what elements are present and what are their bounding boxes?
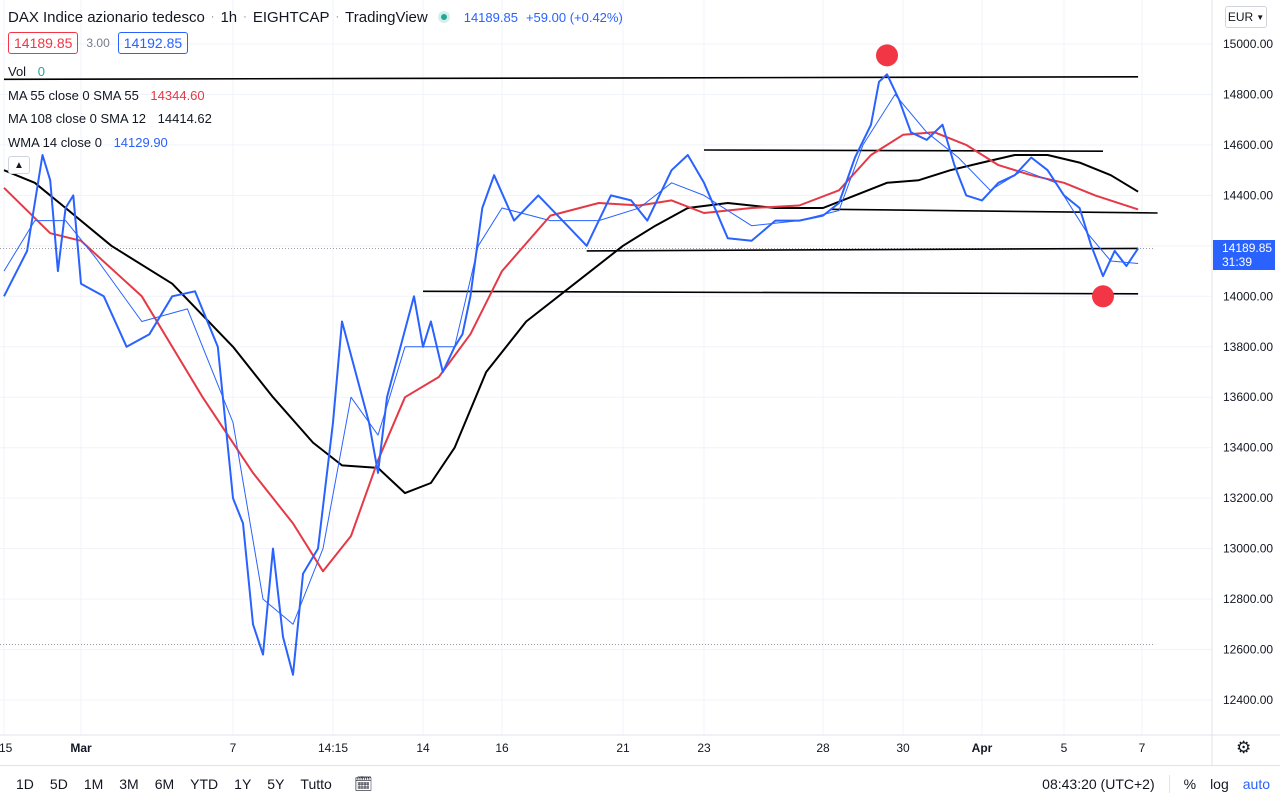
range-buttons: 1D 5D 1M 3M 6M YTD 1Y 5Y Tutto xyxy=(0,776,332,792)
range-button-1d[interactable]: 1D xyxy=(16,775,34,792)
x-tick-label: 14:15 xyxy=(318,741,348,755)
clock-time[interactable]: 08:43:20 (UTC+2) xyxy=(1042,775,1155,792)
separator-dot: · xyxy=(210,11,215,23)
y-tick-label: 15000.00 xyxy=(1223,37,1273,51)
gear-icon[interactable]: ⚙ xyxy=(1236,738,1252,757)
collapse-legend-button[interactable]: ▲ xyxy=(8,156,30,174)
y-tick-label: 14800.00 xyxy=(1223,87,1273,101)
interval[interactable]: 1h xyxy=(220,8,238,26)
ma108-label: MA 108 close 0 SMA 12 xyxy=(8,111,147,126)
range-button-5d[interactable]: 5D xyxy=(49,775,68,792)
y-tick-label: 13600.00 xyxy=(1223,390,1273,404)
y-tick-label: 14000.00 xyxy=(1223,289,1273,303)
y-tick-label: 12800.00 xyxy=(1223,592,1273,606)
series-hline-bottom[interactable] xyxy=(422,290,1139,295)
price-chart[interactable]: 12400.00 12600.00 12800.00 13000.00 13200.00… xyxy=(0,0,1280,765)
last-price: 14189.85 xyxy=(463,9,518,25)
bar-countdown: 31:39 xyxy=(1222,255,1253,269)
x-tick-label: 30 xyxy=(896,741,910,755)
calendar-icon[interactable]: 🗓 xyxy=(353,775,373,793)
series-wma-14[interactable] xyxy=(3,94,1139,625)
range-button-6m[interactable]: 6M xyxy=(154,775,175,792)
spread-value: 3.00 xyxy=(86,36,110,50)
grid-lines xyxy=(0,0,1212,735)
ma108-value: 14414.62 xyxy=(157,111,212,126)
series-hline-support[interactable] xyxy=(586,247,1139,252)
x-tick-label: 23 xyxy=(697,741,711,755)
chart-header: DAX Indice azionario tedesco · 1h · EIGH… xyxy=(8,6,631,28)
currency-label: EUR xyxy=(1227,10,1254,24)
price-change: +59.00 (+0.42%) xyxy=(525,9,623,25)
currency-select[interactable]: EUR ▼ xyxy=(1225,6,1267,28)
last-price-value: 14189.85 xyxy=(1222,241,1273,255)
range-button-tutto[interactable]: Tutto xyxy=(300,775,332,792)
x-tick-label: 5 xyxy=(1061,741,1068,755)
series-ma-55[interactable] xyxy=(3,131,1139,573)
marker-dot[interactable] xyxy=(1092,285,1114,308)
x-tick-label: Mar xyxy=(70,741,92,755)
marker-dot[interactable] xyxy=(876,44,898,67)
symbol-title[interactable]: DAX Indice azionario tedesco xyxy=(8,8,205,26)
x-tick-label: Apr xyxy=(972,741,993,755)
ma55-value: 14344.60 xyxy=(150,88,205,103)
buy-button[interactable]: 14192.85 xyxy=(117,32,189,54)
x-tick-label: 21 xyxy=(616,741,630,755)
chevron-down-icon: ▼ xyxy=(1256,12,1265,22)
chevron-up-icon: ▲ xyxy=(14,159,24,171)
separator-dot: · xyxy=(243,11,247,23)
broker: EIGHTCAP xyxy=(252,8,330,26)
separator-dot: · xyxy=(335,11,340,23)
wma-label: WMA 14 close 0 xyxy=(8,135,102,150)
range-button-ytd[interactable]: YTD xyxy=(190,775,219,792)
series-hline-range-high[interactable] xyxy=(703,149,1104,152)
percent-toggle[interactable]: % xyxy=(1183,775,1197,792)
market-status-icon[interactable] xyxy=(437,11,450,23)
ma55-label: MA 55 close 0 SMA 55 xyxy=(8,88,139,103)
y-tick-label: 12400.00 xyxy=(1223,693,1273,707)
y-tick-label: 13400.00 xyxy=(1223,441,1273,455)
auto-toggle[interactable]: auto xyxy=(1242,775,1270,792)
x-tick-label: 16 xyxy=(495,741,509,755)
y-tick-label: 13000.00 xyxy=(1223,542,1273,556)
trend-lines xyxy=(3,76,1158,295)
y-tick-label: 14400.00 xyxy=(1223,188,1273,202)
y-tick-label: 13200.00 xyxy=(1223,491,1273,505)
bid-ask-box: 14189.85 3.00 14192.85 xyxy=(8,32,189,54)
range-button-1y[interactable]: 1Y xyxy=(234,775,252,792)
legend-ma108[interactable]: MA 108 close 0 SMA 12 14414.62 xyxy=(8,111,212,126)
vol-label: Vol xyxy=(8,64,27,79)
y-tick-label: 13800.00 xyxy=(1223,340,1273,354)
series-dax[interactable] xyxy=(3,73,1139,676)
x-tick-label: 7 xyxy=(1139,741,1146,755)
log-toggle[interactable]: log xyxy=(1210,775,1229,792)
x-tick-label: 7 xyxy=(230,741,237,755)
markers xyxy=(876,44,1114,308)
last-price-label: 14189.85 31:39 xyxy=(1213,240,1275,270)
sell-button[interactable]: 14189.85 xyxy=(8,32,79,54)
bottom-right-controls: 08:43:20 (UTC+2) % log auto xyxy=(1042,766,1270,801)
wma-value: 14129.90 xyxy=(113,135,168,150)
divider xyxy=(1168,774,1170,793)
series-lines xyxy=(3,73,1139,676)
series-hline-range-mid[interactable] xyxy=(830,208,1158,214)
legend-ma55[interactable]: MA 55 close 0 SMA 55 14344.60 xyxy=(8,88,205,103)
y-tick-label: 14600.00 xyxy=(1223,138,1273,152)
series-hline-top[interactable] xyxy=(3,76,1139,81)
x-tick-label: 14 xyxy=(416,741,430,755)
source: TradingView xyxy=(345,8,428,26)
range-button-5y[interactable]: 5Y xyxy=(267,775,285,792)
x-tick-label: 28 xyxy=(816,741,830,755)
range-button-3m[interactable]: 3M xyxy=(119,775,139,792)
vol-value: 0 xyxy=(37,64,45,79)
legend-vol[interactable]: Vol 0 xyxy=(8,64,45,79)
legend-wma[interactable]: WMA 14 close 0 14129.90 xyxy=(8,135,168,150)
x-tick-label: :15 xyxy=(0,741,13,755)
range-button-1m[interactable]: 1M xyxy=(83,775,104,792)
series-ma-108[interactable] xyxy=(3,154,1139,495)
y-tick-label: 12600.00 xyxy=(1223,643,1273,657)
bottom-toolbar: 1D 5D 1M 3M 6M YTD 1Y 5Y Tutto 🗓 08:43:20 (UTC+2… xyxy=(0,765,1280,801)
